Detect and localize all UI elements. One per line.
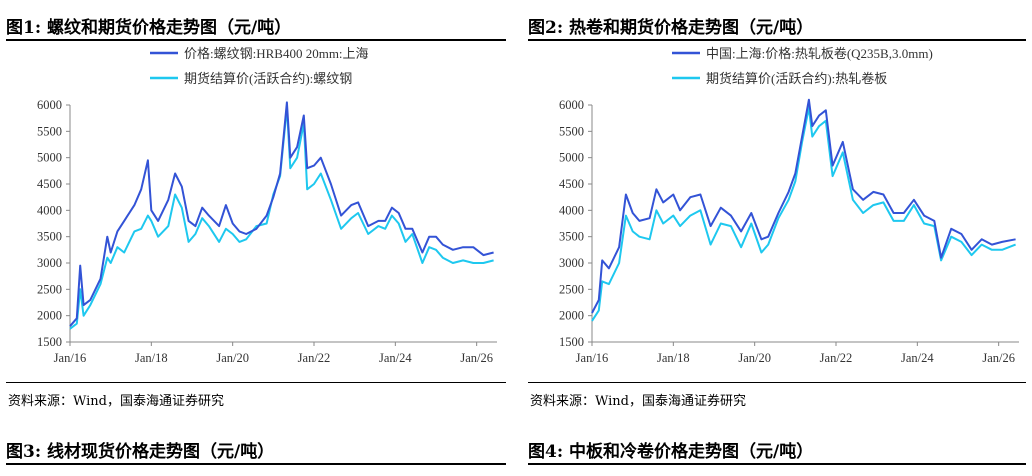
- legend-label: 期货结算价(活跃合约):热轧卷板: [706, 71, 887, 86]
- series-line-spot: [69, 101, 494, 327]
- y-tick-label: 4500: [559, 177, 584, 191]
- y-tick-label: 5500: [37, 124, 62, 138]
- figure-2-bottom-rule: [528, 382, 1026, 383]
- figure-4-title: 图4: 中板和冷卷价格走势图（元/吨）: [528, 442, 814, 462]
- y-tick-label: 3000: [37, 256, 62, 270]
- x-tick-label: Jan/22: [298, 351, 331, 365]
- y-tick-label: 3500: [559, 230, 584, 244]
- y-tick-label: 6000: [559, 98, 584, 112]
- series-line-spot: [591, 98, 1016, 314]
- x-tick-label: Jan/16: [54, 351, 87, 365]
- figure-1-title: 图1: 螺纹和期货价格走势图（元/吨）: [6, 18, 292, 38]
- figure-2-source: 资料来源：Wind，国泰海通证券研究: [530, 394, 746, 409]
- y-tick-label: 3000: [559, 256, 584, 270]
- legend-label: 中国:上海:价格:热轧板卷(Q235B,3.0mm): [706, 46, 933, 61]
- figure-3-top-rule: [6, 463, 506, 465]
- rebar-price-chart: 1500 2000 2500 3000 3500 4000 4500 5000 5500 6000…: [37, 46, 497, 365]
- figure-2-top-rule: [528, 39, 1026, 41]
- y-tick-label: 4000: [37, 203, 62, 217]
- x-tick-label: Jan/22: [820, 351, 853, 365]
- y-tick-label: 2500: [559, 282, 584, 296]
- y-tick-label: 2000: [559, 309, 584, 323]
- x-tick-label: Jan/20: [216, 351, 249, 365]
- y-tick-label: 1500: [37, 335, 62, 349]
- legend-label: 期货结算价(活跃合约):螺纹钢: [184, 71, 352, 86]
- x-tick-label: Jan/18: [657, 351, 690, 365]
- figure-1-bottom-rule: [6, 382, 506, 383]
- x-tick-label: Jan/16: [576, 351, 609, 365]
- y-tick-label: 4500: [37, 177, 62, 191]
- y-tick-label: 2000: [37, 309, 62, 323]
- figure-3-title: 图3: 线材现货价格走势图（元/吨）: [6, 442, 275, 462]
- y-tick-label: 5000: [559, 151, 584, 165]
- y-tick-label: 1500: [559, 335, 584, 349]
- y-tick-label: 5500: [559, 124, 584, 138]
- figure-1-source: 资料来源：Wind，国泰海通证券研究: [8, 394, 224, 409]
- figure-2-title: 图2: 热卷和期货价格走势图（元/吨）: [528, 18, 814, 38]
- figure-4-top-rule: [528, 463, 1026, 465]
- y-tick-label: 4000: [559, 203, 584, 217]
- x-tick-label: Jan/20: [738, 351, 771, 365]
- series-line-futures: [591, 106, 1016, 322]
- y-tick-label: 3500: [37, 230, 62, 244]
- hot-rolled-coil-price-chart: 1500 2000 2500 3000 3500 4000 4500 5000 5500 6000…: [559, 46, 1019, 365]
- figure-1-top-rule: [6, 39, 506, 41]
- series-line-futures: [69, 106, 494, 330]
- y-tick-label: 5000: [37, 151, 62, 165]
- y-tick-label: 6000: [37, 98, 62, 112]
- x-tick-label: Jan/26: [982, 351, 1015, 365]
- y-tick-label: 2500: [37, 282, 62, 296]
- x-tick-label: Jan/24: [901, 351, 934, 365]
- legend-label: 价格:螺纹钢:HRB400 20mm:上海: [184, 46, 369, 61]
- x-tick-label: Jan/18: [135, 351, 168, 365]
- x-tick-label: Jan/24: [379, 351, 412, 365]
- x-tick-label: Jan/26: [460, 351, 493, 365]
